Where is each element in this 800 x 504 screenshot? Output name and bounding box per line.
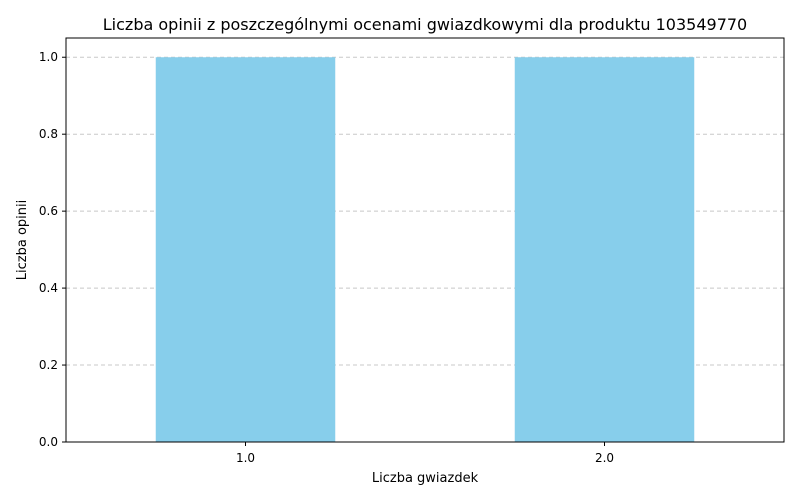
y-tick-label: 0.2 [39, 358, 58, 372]
y-tick-label: 0.6 [39, 204, 58, 218]
y-tick-label: 0.0 [39, 435, 58, 449]
x-axis-label: Liczba gwiazdek [372, 471, 479, 486]
x-axis: 1.0 2.0 [236, 442, 614, 465]
y-tick-label: 1.0 [39, 50, 58, 64]
y-axis-label: Liczba opinii [15, 200, 30, 280]
bars-layer [155, 57, 695, 442]
plot-area-frame [65, 37, 785, 443]
bar [155, 57, 336, 442]
chart-title: Liczba opinii z poszczególnymi ocenami g… [103, 15, 747, 34]
y-axis: 0.0 0.2 0.4 0.6 0.8 1.0 [39, 50, 66, 449]
y-tick-label: 0.8 [39, 127, 58, 141]
bar [514, 57, 695, 442]
x-tick-label: 2.0 [595, 451, 614, 465]
y-tick-label: 0.4 [39, 281, 58, 295]
x-tick-label: 1.0 [236, 451, 255, 465]
